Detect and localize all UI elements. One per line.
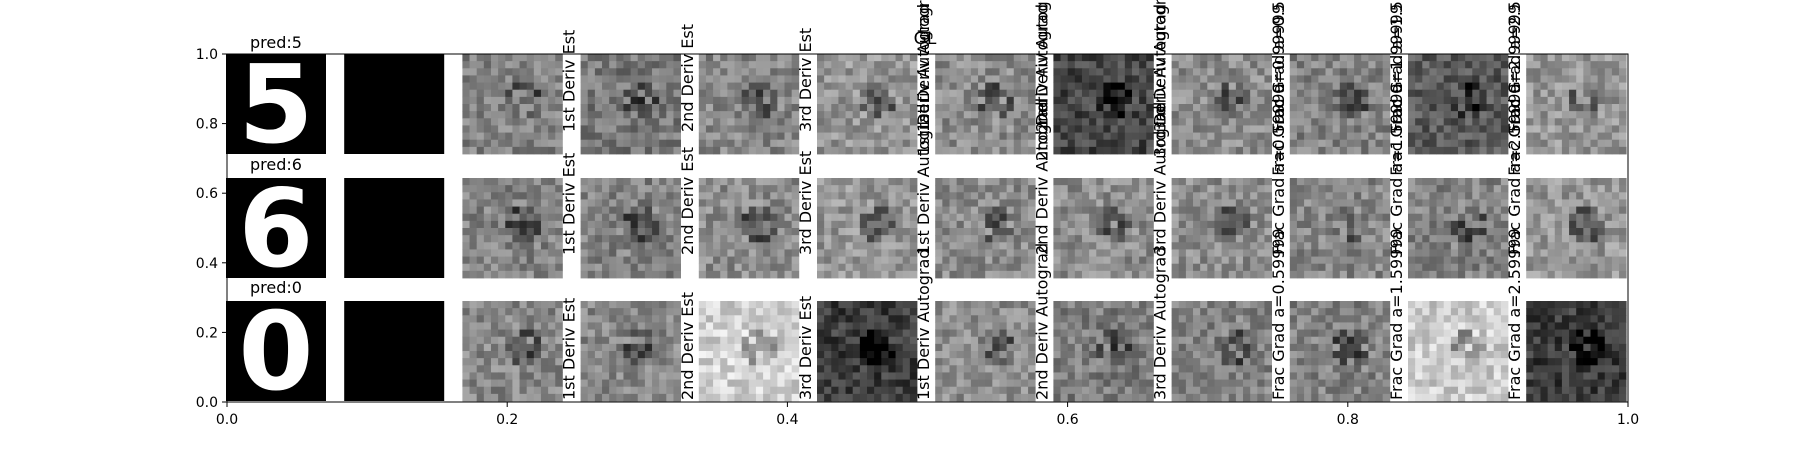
digit-glyph: 0 bbox=[238, 290, 313, 415]
image-panel bbox=[581, 54, 681, 154]
column-label: Frac Grad a=0.59999 bbox=[1269, 228, 1288, 400]
image-panel bbox=[817, 301, 917, 401]
column-label: 1st Deriv Est bbox=[560, 30, 579, 132]
digit-glyph: 6 bbox=[238, 167, 313, 292]
image-panel bbox=[1053, 178, 1153, 278]
image-panel bbox=[1053, 301, 1153, 401]
column-label: 2nd Deriv Est bbox=[678, 24, 697, 132]
image-panel bbox=[462, 178, 562, 278]
top-column-label: 3rd Deriv Autograd bbox=[1151, 4, 1170, 157]
x-tick-label: 0.4 bbox=[776, 412, 798, 428]
column-label: 3rd Deriv Est bbox=[796, 151, 815, 255]
image-panel bbox=[462, 301, 562, 401]
image-panel bbox=[581, 178, 681, 278]
y-tick-label: 0.0 bbox=[196, 395, 218, 411]
top-column-label: Frac Grad a=2.99999 bbox=[1505, 4, 1524, 176]
x-tick-label: 0.8 bbox=[1337, 412, 1359, 428]
image-panel bbox=[1290, 301, 1390, 401]
image-panel bbox=[1053, 54, 1153, 154]
column-label: 1st Deriv Est bbox=[560, 298, 579, 400]
x-tick-label: 0.0 bbox=[216, 412, 238, 428]
column-label: Frac Grad a=2.59999 bbox=[1505, 228, 1524, 400]
prediction-label: pred:0 bbox=[250, 278, 302, 297]
y-tick-label: 0.4 bbox=[196, 256, 218, 272]
top-column-label: Frac Grad a=0.99999 bbox=[1269, 4, 1288, 176]
image-panel bbox=[699, 54, 799, 154]
y-tick-label: 1.0 bbox=[196, 47, 218, 63]
image-panel bbox=[935, 54, 1035, 154]
x-tick-label: 0.2 bbox=[496, 412, 518, 428]
prediction-label: pred:5 bbox=[250, 33, 302, 52]
top-column-label: Frac Grad a=1.99999 bbox=[1387, 4, 1406, 176]
image-panel bbox=[581, 301, 681, 401]
prediction-label: pred:6 bbox=[250, 155, 302, 174]
column-label: 3rd Deriv Est bbox=[796, 28, 815, 132]
column-label: 2nd Deriv Est bbox=[678, 147, 697, 255]
image-panel bbox=[1290, 54, 1390, 154]
image-panel bbox=[1172, 301, 1272, 401]
image-panel bbox=[1290, 178, 1390, 278]
image-panel: 6 bbox=[226, 167, 326, 292]
image-panel bbox=[1526, 54, 1626, 154]
column-label: 1st Deriv Autograd bbox=[914, 249, 933, 400]
image-panel bbox=[699, 178, 799, 278]
image-panel bbox=[1408, 54, 1508, 154]
image-panel bbox=[935, 178, 1035, 278]
image-panel bbox=[1172, 178, 1272, 278]
column-label: 3rd Deriv Est bbox=[796, 296, 815, 400]
column-label: 3rd Deriv Autograd bbox=[1151, 247, 1170, 400]
column-label: 2nd Deriv Autograd bbox=[1032, 243, 1051, 400]
column-label: Frac Grad a=1.59999 bbox=[1387, 228, 1406, 400]
image-panel bbox=[1408, 178, 1508, 278]
image-panel bbox=[935, 301, 1035, 401]
image-panel: 0 bbox=[226, 290, 326, 415]
column-label: 2nd Deriv Est bbox=[678, 292, 697, 400]
image-panel bbox=[1408, 301, 1508, 401]
top-column-label: 1st Deriv Autograd bbox=[914, 4, 933, 155]
image-panel bbox=[462, 54, 562, 154]
y-tick-label: 0.6 bbox=[196, 186, 218, 202]
x-tick-label: 1.0 bbox=[1617, 412, 1639, 428]
digit-glyph: 5 bbox=[238, 43, 313, 168]
image-panel bbox=[344, 301, 444, 401]
image-panel bbox=[344, 178, 444, 278]
y-tick-label: 0.2 bbox=[196, 325, 218, 341]
image-panel: 5 bbox=[226, 43, 326, 168]
top-column-label: 2nd Deriv Autograd bbox=[1032, 4, 1051, 161]
x-tick-label: 0.6 bbox=[1056, 412, 1078, 428]
image-panel bbox=[817, 54, 917, 154]
image-panel bbox=[1172, 54, 1272, 154]
image-panel bbox=[1526, 301, 1626, 401]
image-panel bbox=[1526, 178, 1626, 278]
image-panel bbox=[817, 178, 917, 278]
column-label: 1st Deriv Est bbox=[560, 153, 579, 255]
image-panel bbox=[699, 301, 799, 401]
image-panel bbox=[344, 54, 444, 154]
y-tick-label: 0.8 bbox=[196, 117, 218, 133]
chart-title: GL bbox=[914, 29, 937, 49]
